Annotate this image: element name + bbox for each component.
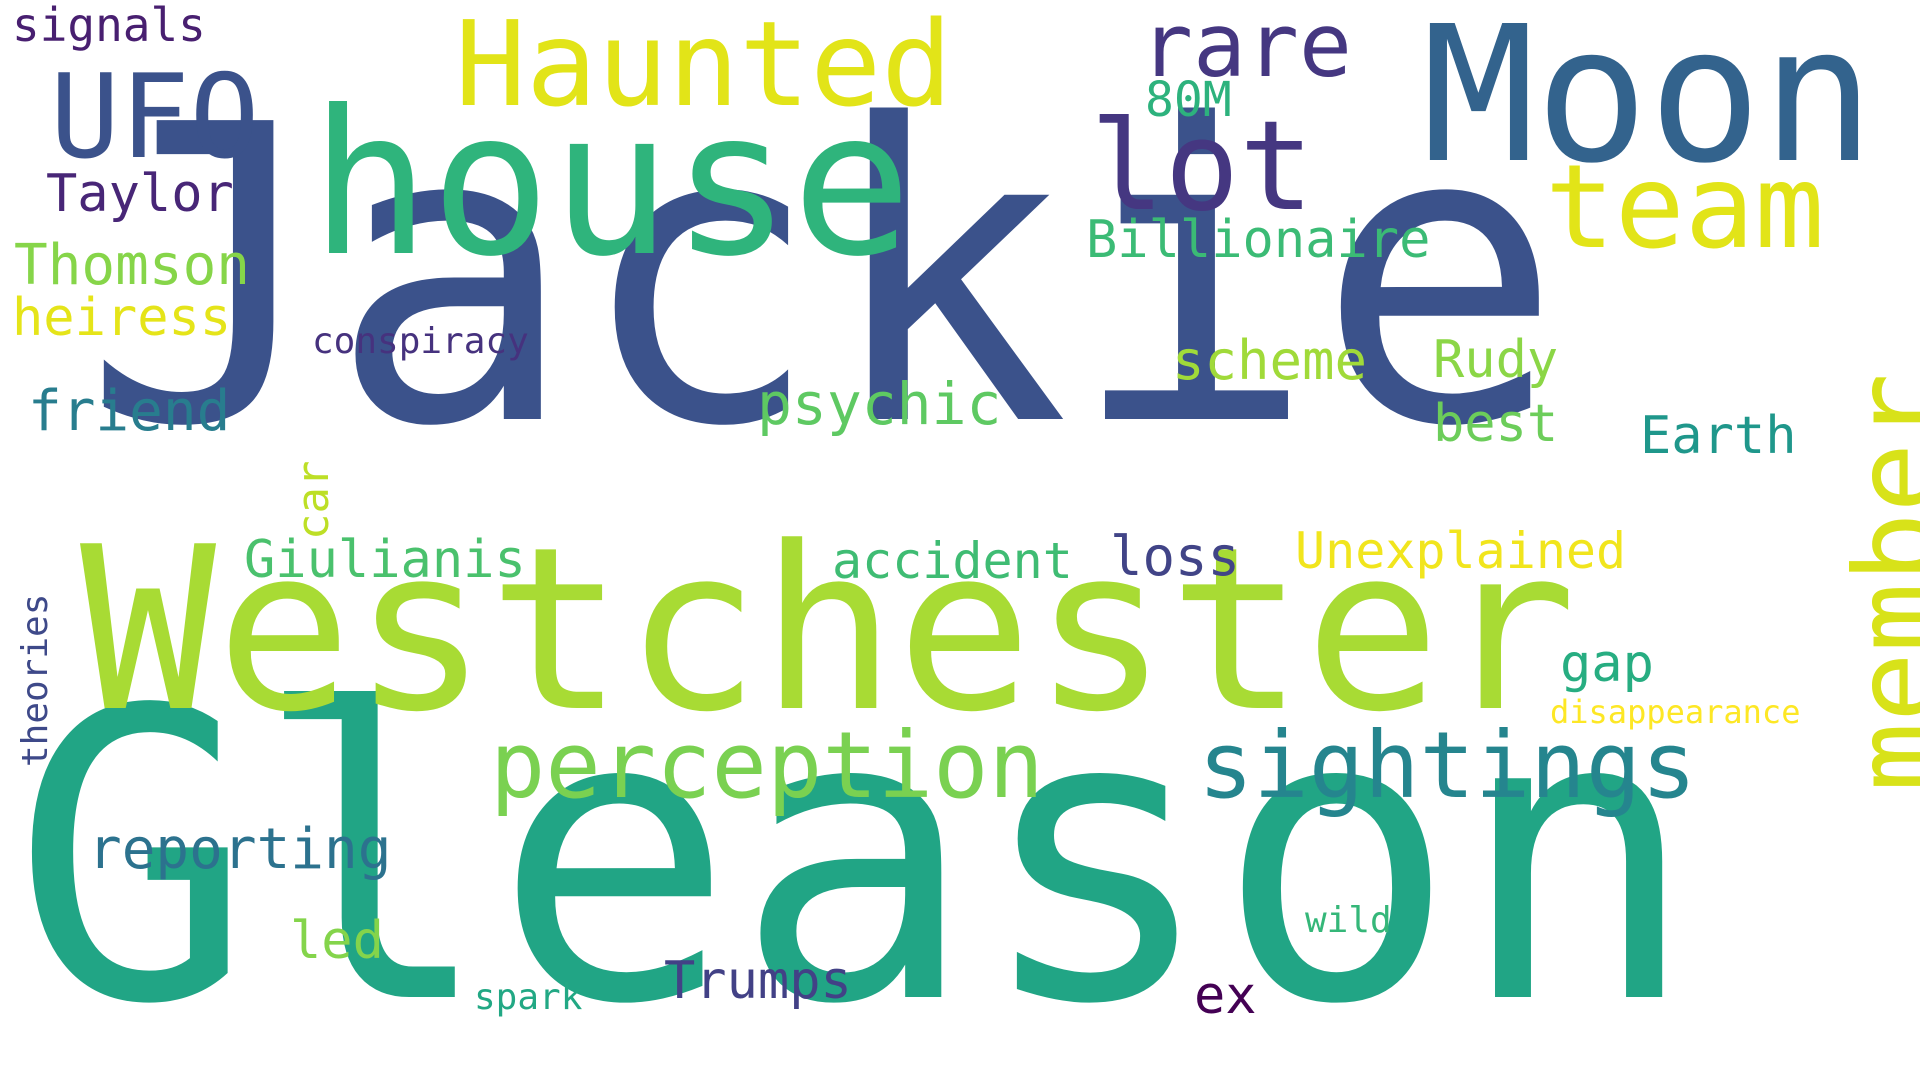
word-gleason: Gleason [12,627,1698,1080]
word-unexplained: Unexplained [1295,522,1627,580]
word-thomson: Thomson [14,233,251,298]
word-sightings: sightings [1198,712,1697,819]
word-trumps: Trumps [664,951,852,1011]
word-giulianis: Giulianis [244,530,526,590]
word-moon: Moon [1422,0,1875,205]
word-lot: lot [1090,95,1314,239]
word-rare: rare [1140,0,1352,97]
word-rudy: Rudy [1433,330,1559,390]
word-wild: wild [1305,900,1392,941]
word-ex: ex [1194,966,1257,1026]
word-best: best [1433,394,1559,454]
word-loss: loss [1110,525,1241,588]
word-ufo: UFO [50,50,260,185]
word-conspiracy: conspiracy [312,321,529,362]
word-heiress: heiress [12,288,232,348]
word-80m: 80M [1145,72,1232,128]
word-disappearance: disappearance [1550,693,1801,731]
word-accident: accident [832,532,1073,590]
word-car: car [288,460,339,540]
word-spark: spark [474,977,583,1018]
word-reporting: reporting [88,817,392,882]
word-perception: perception [490,712,1044,819]
word-signals: signals [12,0,206,52]
word-member: member [1830,372,1920,792]
word-westchester: Westchester [80,499,1577,762]
word-billionaire: Billionaire [1086,210,1431,270]
word-psychic: psychic [757,370,1002,438]
word-house: house [310,68,913,301]
word-team: team [1545,140,1825,275]
word-earth: Earth [1640,406,1797,466]
word-friend: friend [28,379,231,444]
word-jackie: Jackie [82,38,1564,516]
word-gap: gap [1560,634,1654,694]
word-haunted: Haunted [455,0,953,133]
word-led: led [290,911,384,971]
word-theories: theories [15,593,56,767]
word-taylor: Taylor [46,164,234,224]
word-scheme: scheme [1172,329,1368,392]
